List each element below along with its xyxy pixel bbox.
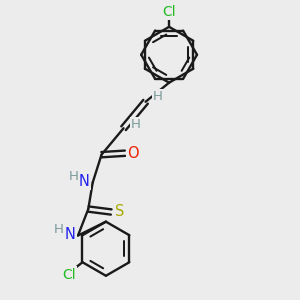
Text: H: H — [69, 170, 79, 183]
Text: H: H — [153, 90, 163, 103]
Text: O: O — [128, 146, 139, 161]
Text: N: N — [79, 174, 90, 189]
Text: Cl: Cl — [62, 268, 76, 282]
Text: N: N — [64, 226, 75, 242]
Text: H: H — [131, 118, 141, 131]
Text: S: S — [115, 205, 124, 220]
Text: H: H — [54, 223, 64, 236]
Text: Cl: Cl — [162, 4, 176, 19]
